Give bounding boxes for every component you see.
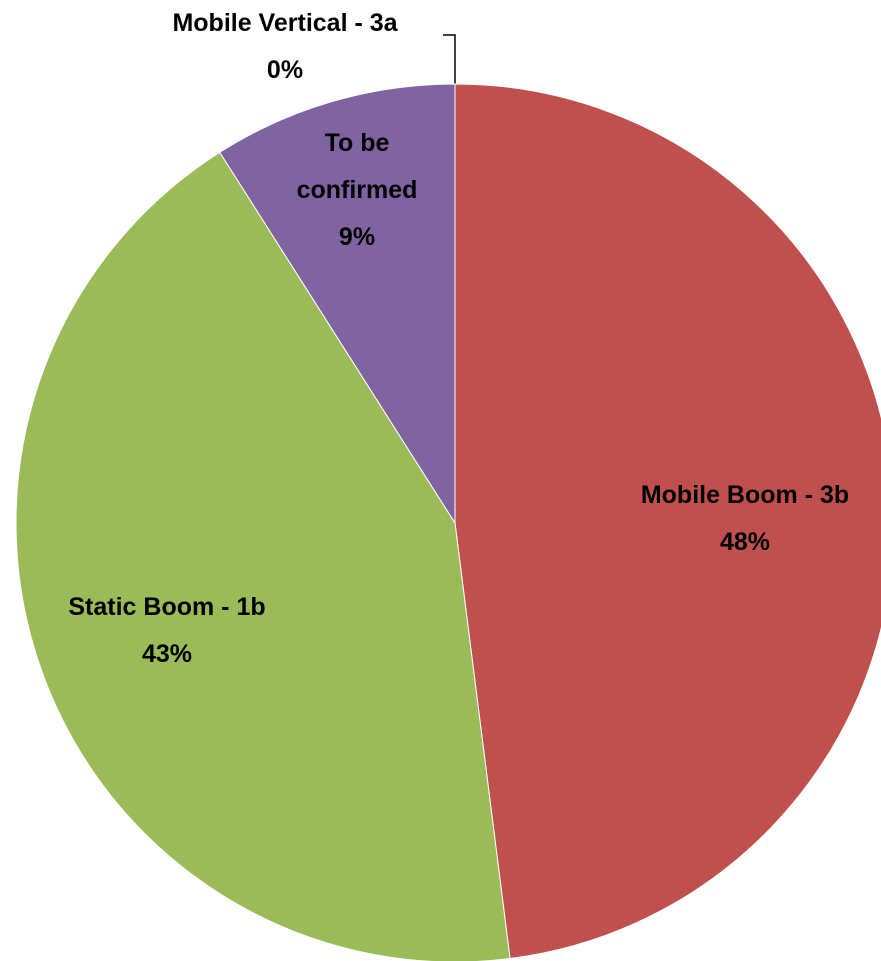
pie-slice — [454, 83, 881, 960]
slice-value-label: 43% — [141, 640, 193, 668]
slice-label: Static Boom - 1b — [68, 593, 266, 621]
leader-line — [443, 34, 456, 84]
slice-value-label: 9% — [338, 223, 376, 251]
pie-slice — [219, 83, 456, 525]
slice-value-label: 0% — [266, 56, 304, 84]
slice-label: Mobile Boom - 3b — [640, 481, 850, 509]
pie-slice — [15, 151, 511, 961]
slice-label: Mobile Vertical - 3a — [172, 9, 398, 37]
slice-value-label: 48% — [719, 528, 771, 556]
slice-label: To be confirmed — [296, 129, 418, 204]
